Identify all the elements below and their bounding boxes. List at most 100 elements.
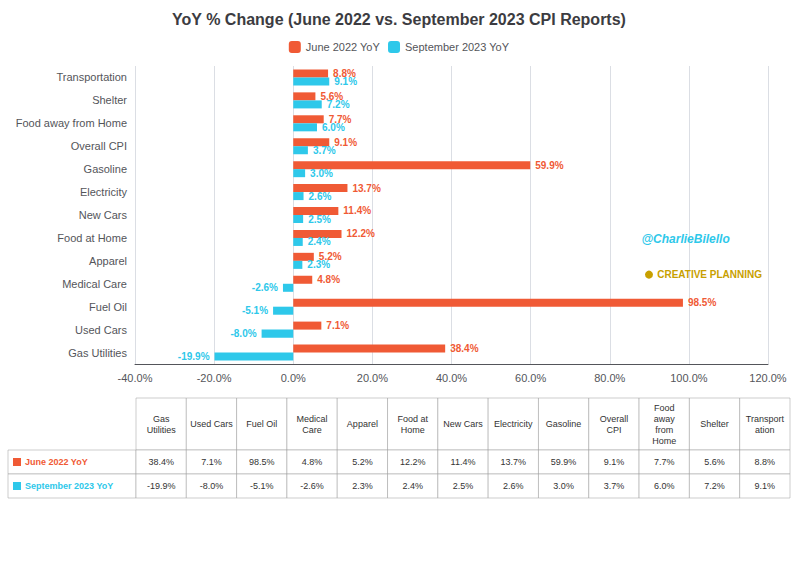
svg-text:5.6%: 5.6% (704, 457, 725, 467)
svg-text:-40.0%: -40.0% (118, 372, 153, 384)
svg-text:9.1%: 9.1% (755, 481, 776, 491)
svg-text:3.0%: 3.0% (310, 168, 333, 179)
svg-text:4.8%: 4.8% (302, 457, 323, 467)
svg-text:38.4%: 38.4% (148, 457, 174, 467)
svg-text:away: away (654, 414, 676, 424)
svg-text:80.0%: 80.0% (594, 372, 625, 384)
svg-text:2.6%: 2.6% (309, 191, 332, 202)
svg-text:New Cars: New Cars (79, 209, 128, 221)
svg-text:Gasoline: Gasoline (84, 163, 127, 175)
svg-text:11.4%: 11.4% (343, 205, 371, 216)
svg-text:98.5%: 98.5% (688, 297, 716, 308)
svg-text:13.7%: 13.7% (501, 457, 527, 467)
svg-text:7.1%: 7.1% (201, 457, 222, 467)
svg-text:Shelter: Shelter (700, 419, 729, 429)
svg-text:3.0%: 3.0% (553, 481, 574, 491)
svg-text:-8.0%: -8.0% (200, 481, 224, 491)
svg-text:3.7%: 3.7% (604, 481, 625, 491)
svg-text:Food: Food (654, 403, 675, 413)
svg-text:5.6%: 5.6% (320, 90, 344, 102)
svg-text:Apparel: Apparel (89, 255, 127, 267)
svg-text:September 2023 YoY: September 2023 YoY (405, 41, 510, 53)
svg-text:98.5%: 98.5% (249, 457, 275, 467)
svg-text:11.4%: 11.4% (451, 457, 476, 467)
svg-text:Used Cars: Used Cars (190, 419, 233, 429)
svg-text:100.0%: 100.0% (670, 372, 708, 384)
svg-text:CREATIVE PLANNING: CREATIVE PLANNING (657, 269, 762, 280)
svg-text:8.8%: 8.8% (755, 457, 776, 467)
svg-text:YoY % Change (June 2022 vs. Se: YoY % Change (June 2022 vs. September 20… (172, 11, 626, 28)
svg-text:New Cars: New Cars (443, 419, 483, 429)
svg-text:Shelter: Shelter (92, 94, 127, 106)
svg-text:Gas Utilities: Gas Utilities (68, 347, 127, 359)
svg-text:2.5%: 2.5% (308, 214, 331, 225)
svg-text:Fuel Oil: Fuel Oil (246, 419, 277, 429)
svg-text:12.2%: 12.2% (347, 228, 375, 239)
svg-text:Overall: Overall (600, 414, 629, 424)
svg-text:6.0%: 6.0% (654, 481, 675, 491)
svg-text:120.0%: 120.0% (749, 372, 787, 384)
svg-text:38.4%: 38.4% (450, 343, 478, 354)
svg-text:7.2%: 7.2% (327, 99, 350, 110)
svg-text:2.3%: 2.3% (352, 481, 373, 491)
svg-text:Gasoline: Gasoline (546, 419, 582, 429)
svg-text:Care: Care (302, 425, 322, 435)
svg-text:CPI: CPI (606, 425, 621, 435)
svg-text:2.4%: 2.4% (308, 236, 331, 247)
svg-text:June 2022 YoY: June 2022 YoY (306, 41, 381, 53)
svg-text:2.4%: 2.4% (402, 481, 423, 491)
svg-text:60.0%: 60.0% (515, 372, 546, 384)
svg-text:-19.9%: -19.9% (178, 351, 210, 362)
svg-text:2.5%: 2.5% (453, 481, 474, 491)
svg-text:Electricity: Electricity (80, 186, 128, 198)
svg-text:2.6%: 2.6% (503, 481, 524, 491)
svg-text:Fuel Oil: Fuel Oil (89, 301, 127, 313)
svg-text:3.7%: 3.7% (313, 145, 336, 156)
svg-text:-20.0%: -20.0% (197, 372, 232, 384)
svg-text:Medical: Medical (297, 414, 328, 424)
svg-text:Used Cars: Used Cars (75, 324, 127, 336)
svg-text:ation: ation (755, 425, 775, 435)
svg-text:@CharlieBilello: @CharlieBilello (641, 232, 729, 246)
svg-text:59.9%: 59.9% (551, 457, 577, 467)
svg-text:-2.6%: -2.6% (300, 481, 324, 491)
svg-text:9.1%: 9.1% (604, 457, 625, 467)
svg-text:0.0%: 0.0% (281, 372, 306, 384)
svg-text:Overall CPI: Overall CPI (71, 140, 127, 152)
svg-text:9.1%: 9.1% (334, 76, 357, 87)
svg-text:Food away from Home: Food away from Home (16, 117, 127, 129)
svg-text:7.1%: 7.1% (326, 320, 349, 331)
svg-text:June 2022 YoY: June 2022 YoY (25, 457, 88, 467)
svg-text:-8.0%: -8.0% (230, 328, 256, 339)
svg-text:from: from (655, 425, 673, 435)
svg-text:Medical Care: Medical Care (62, 278, 127, 290)
svg-text:Apparel: Apparel (347, 419, 378, 429)
svg-text:40.0%: 40.0% (436, 372, 467, 384)
svg-text:Home: Home (652, 436, 676, 446)
svg-text:-19.9%: -19.9% (147, 481, 176, 491)
svg-text:Home: Home (401, 425, 425, 435)
svg-text:13.7%: 13.7% (352, 183, 380, 194)
svg-text:Food at: Food at (397, 414, 428, 424)
svg-text:Food at Home: Food at Home (57, 232, 127, 244)
svg-text:7.2%: 7.2% (704, 481, 725, 491)
svg-text:12.2%: 12.2% (400, 457, 426, 467)
svg-text:Transport: Transport (746, 414, 785, 424)
svg-text:5.2%: 5.2% (352, 457, 373, 467)
svg-text:59.9%: 59.9% (535, 160, 563, 171)
svg-text:4.8%: 4.8% (317, 274, 340, 285)
svg-text:6.0%: 6.0% (322, 122, 345, 133)
svg-text:Gas: Gas (153, 414, 170, 424)
svg-text:-5.1%: -5.1% (250, 481, 274, 491)
svg-text:-2.6%: -2.6% (252, 282, 278, 293)
svg-text:20.0%: 20.0% (357, 372, 388, 384)
svg-text:7.7%: 7.7% (654, 457, 675, 467)
svg-text:September 2023 YoY: September 2023 YoY (25, 481, 113, 491)
svg-text:Utilities: Utilities (147, 425, 177, 435)
svg-text:9.1%: 9.1% (334, 137, 357, 148)
svg-text:-5.1%: -5.1% (242, 305, 268, 316)
svg-text:Transportation: Transportation (56, 71, 127, 83)
svg-text:2.3%: 2.3% (307, 259, 330, 270)
svg-text:8.8%: 8.8% (333, 67, 356, 79)
svg-text:Electricity: Electricity (494, 419, 533, 429)
